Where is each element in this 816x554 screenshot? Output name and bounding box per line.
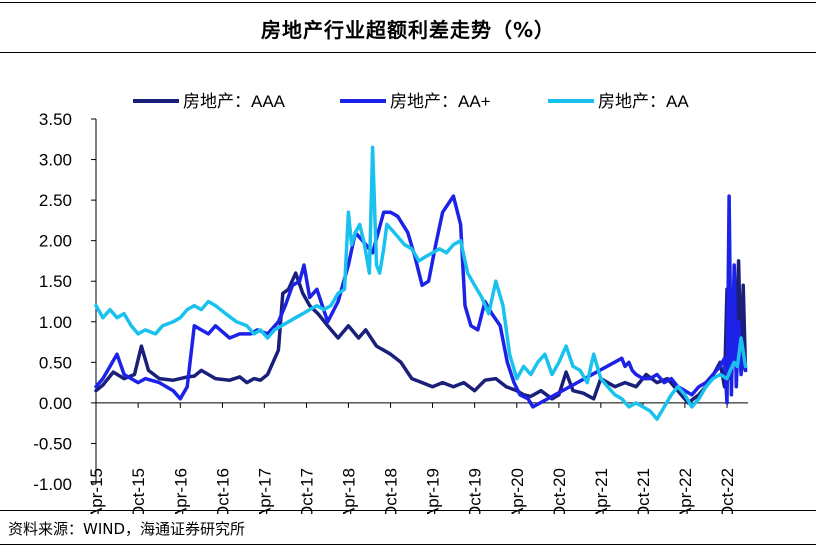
- x-tick-label: Oct-19: [466, 468, 485, 514]
- bottom-rule: [0, 510, 816, 511]
- y-tick-label: 0.50: [39, 353, 72, 372]
- x-tick-label: Oct-18: [382, 468, 401, 514]
- y-tick-label: 1.00: [39, 313, 72, 332]
- legend-label: 房地产：AA: [598, 92, 689, 111]
- series-line: [94, 194, 748, 409]
- x-tick-label: Apr-15: [87, 468, 106, 514]
- plot-area: [94, 145, 748, 421]
- y-axis: 3.50 3.00 2.50 2.00 1.50 1.00 0.50 0.00 -0.50 -1.…: [33, 110, 97, 494]
- title-rule: [0, 52, 816, 53]
- x-tick-label: Apr-19: [423, 468, 442, 514]
- x-tick-label: Apr-20: [508, 468, 527, 514]
- x-tick-label: Apr-16: [171, 468, 190, 514]
- y-tick-label: 2.50: [39, 191, 72, 210]
- x-tick-label: Oct-16: [213, 468, 232, 514]
- y-tick-label: 1.50: [39, 272, 72, 291]
- x-tick-label: Apr-22: [676, 468, 695, 514]
- y-tick-label: 0.00: [39, 394, 72, 413]
- chart-title: 房地产行业超额利差走势（%）: [260, 18, 556, 42]
- legend: 房地产：AAA 房地产：AA+ 房地产：AA: [133, 92, 689, 111]
- y-tick-label: 3.00: [39, 151, 72, 170]
- x-tick-label: Oct-20: [550, 468, 569, 514]
- y-tick-label: 3.50: [39, 110, 72, 129]
- x-tick-label: Oct-22: [718, 468, 737, 514]
- source-note: 资料来源：WIND，海通证券研究所: [8, 520, 246, 538]
- x-tick-label: Apr-17: [255, 468, 274, 514]
- footer-rule: [0, 544, 816, 545]
- y-tick-label: 2.00: [39, 232, 72, 251]
- legend-label: 房地产：AAA: [183, 92, 286, 111]
- x-tick-label: Oct-21: [634, 468, 653, 514]
- y-tick-label: -1.00: [33, 475, 72, 494]
- legend-label: 房地产：AA+: [390, 92, 491, 111]
- x-axis: Apr-15 Oct-15 Apr-16 Oct-16 Apr-17 Oct-17 Apr-…: [87, 402, 748, 514]
- x-tick-label: Apr-18: [339, 468, 358, 514]
- series-line: [94, 145, 748, 421]
- y-tick-label: -0.50: [33, 434, 72, 453]
- line-chart: 房地产：AAA 房地产：AA+ 房地产：AA 3.50 3.00 2.50 2.00 1.5…: [33, 92, 748, 514]
- top-rule: [0, 2, 816, 3]
- x-tick-label: Oct-15: [129, 468, 148, 514]
- x-tick-label: Apr-21: [592, 468, 611, 514]
- x-tick-label: Oct-17: [298, 468, 317, 514]
